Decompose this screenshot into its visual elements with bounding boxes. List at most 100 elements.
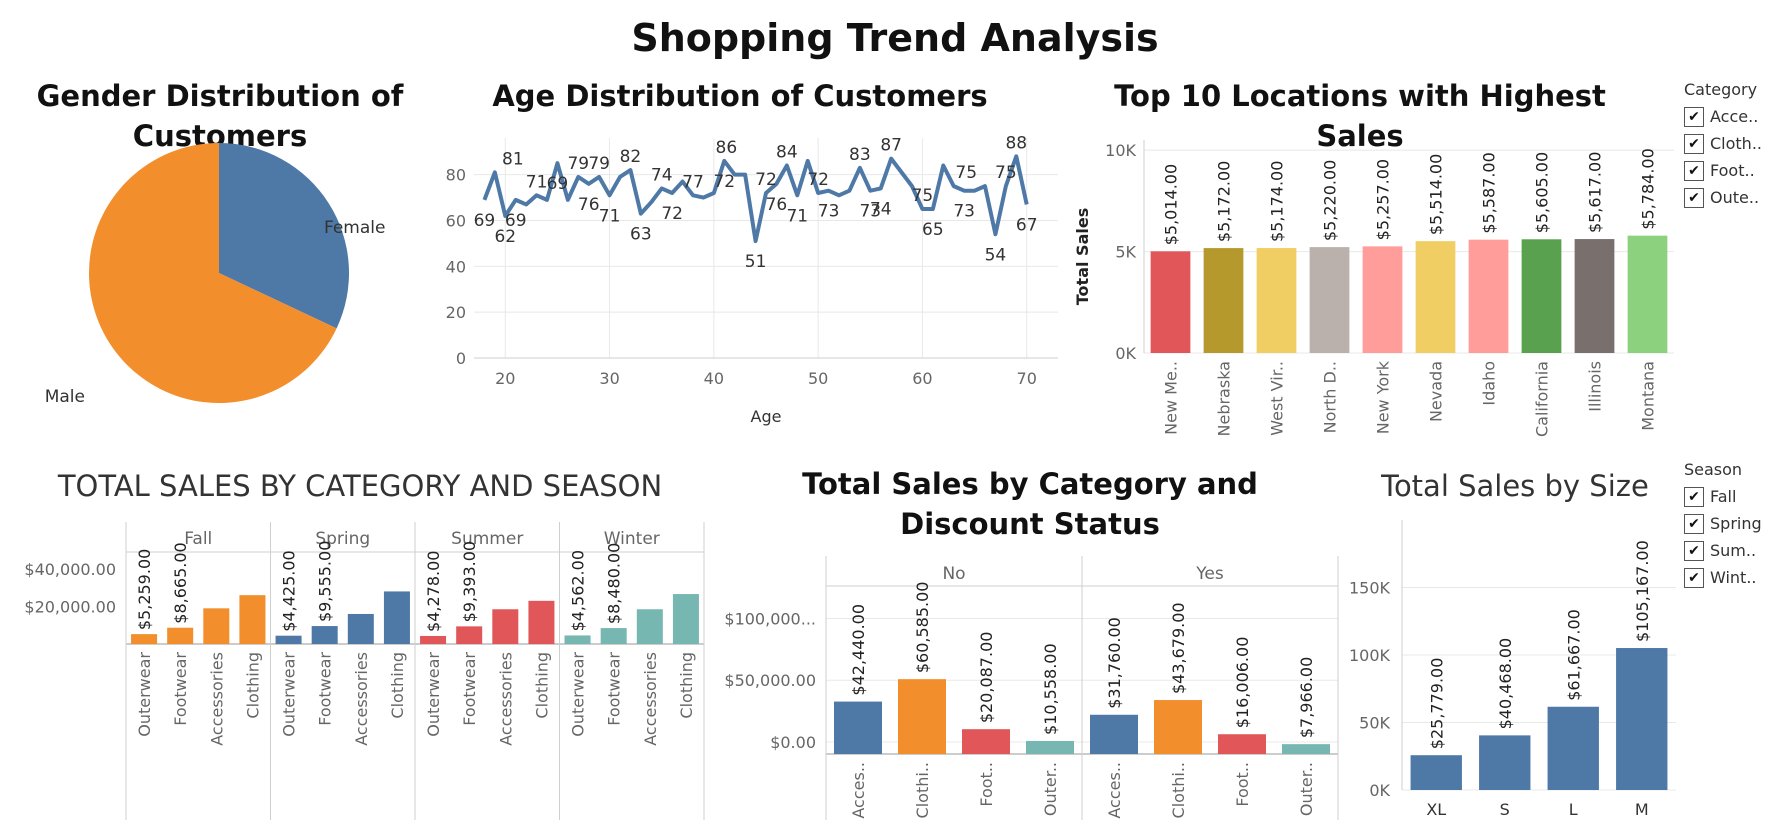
- locations-bar: [1415, 241, 1456, 353]
- discount-panel-header: No: [942, 564, 965, 584]
- age-series-line: [482, 154, 1029, 244]
- age-point-label: 77: [682, 172, 704, 192]
- gender-chart-title: Gender Distribution of Customers: [36, 79, 404, 153]
- age-chart-title: Age Distribution of Customers: [492, 79, 988, 113]
- age-point-label: 54: [985, 245, 1007, 265]
- age-x-tick: 70: [1017, 369, 1037, 388]
- discount-bar-label: $43,679.00: [1169, 602, 1188, 694]
- size-x-tick: M: [1635, 800, 1649, 819]
- legend-item-fall[interactable]: ✔ Fall: [1684, 483, 1762, 510]
- season-bar: [672, 594, 699, 644]
- age-y-tick: 60: [446, 212, 466, 231]
- age-y-tick: 40: [446, 257, 466, 276]
- legend-item-spring[interactable]: ✔ Spring: [1684, 510, 1762, 537]
- locations-bar-label: $5,014.00: [1162, 164, 1181, 245]
- locations-x-tick: California: [1533, 361, 1552, 437]
- discount-bar-label: $60,585.00: [913, 582, 932, 674]
- age-y-tick: 20: [446, 303, 466, 322]
- discount-bar-label: $20,087.00: [977, 632, 996, 724]
- age-point-label: 84: [776, 143, 798, 163]
- season-bar: [383, 591, 410, 644]
- age-point-label: 72: [807, 170, 829, 190]
- legend-item-summer[interactable]: ✔ Sum..: [1684, 537, 1762, 564]
- age-point-label: 71: [526, 172, 548, 192]
- age-point-label: 75: [955, 163, 977, 183]
- discount-y-tick: $50,000.00: [724, 671, 816, 690]
- legend-item-footwear[interactable]: ✔ Foot..: [1684, 157, 1762, 184]
- season-bar: [600, 628, 627, 644]
- discount-bar-label: $31,760.00: [1105, 617, 1124, 709]
- legend-item-clothing[interactable]: ✔ Cloth..: [1684, 130, 1762, 157]
- age-point-label: 72: [755, 170, 777, 190]
- discount-x-tick: Foot..: [977, 762, 996, 807]
- size-x-tick: XL: [1426, 800, 1446, 819]
- locations-bar: [1362, 246, 1403, 353]
- checkbox-icon[interactable]: ✔: [1684, 540, 1704, 561]
- age-point-label: 79: [588, 154, 610, 174]
- season-bar: [492, 609, 519, 644]
- legend-item-accessories[interactable]: ✔ Acce..: [1684, 103, 1762, 130]
- age-point-label: 82: [620, 147, 642, 167]
- season-panel-header: Fall: [184, 529, 212, 549]
- age-point-label: 71: [786, 206, 808, 226]
- pie-slice-male: [88, 143, 337, 403]
- locations-bar: [1468, 239, 1509, 353]
- checkbox-icon[interactable]: ✔: [1684, 567, 1704, 588]
- locations-bar-label: $5,587.00: [1480, 152, 1499, 233]
- size-y-tick: 150K: [1349, 579, 1391, 598]
- season-y-tick: $40,000.00: [24, 560, 116, 579]
- discount-bar: [1218, 734, 1266, 754]
- category-legend: Category ✔ Acce.. ✔ Cloth.. ✔ Foot.. ✔ Oute.…: [1684, 80, 1762, 211]
- season-x-tick: Footwear: [171, 652, 190, 726]
- season-chart-title: TOTAL SALES BY CATEGORY AND SEASON: [57, 469, 663, 503]
- age-point-label: 71: [599, 206, 621, 226]
- age-point-label: 86: [716, 138, 738, 158]
- locations-bar-label: $5,257.00: [1374, 159, 1393, 240]
- category-legend-title: Category: [1684, 80, 1758, 99]
- season-panel-header: Winter: [604, 529, 660, 549]
- season-bar: [420, 635, 447, 644]
- legend-item-winter[interactable]: ✔ Wint..: [1684, 564, 1762, 591]
- locations-bar-label: $5,784.00: [1639, 148, 1658, 229]
- season-bar: [347, 613, 374, 644]
- season-bar: [275, 635, 302, 644]
- checkbox-icon[interactable]: ✔: [1684, 486, 1704, 507]
- age-point-label: 74: [651, 165, 673, 185]
- age-y-tick: 0: [456, 349, 466, 368]
- age-point-label: 65: [922, 220, 944, 240]
- size-x-tick: L: [1569, 800, 1578, 819]
- discount-bar: [1090, 714, 1138, 754]
- discount-bar-label: $7,966.00: [1297, 657, 1316, 738]
- season-legend-title: Season: [1684, 460, 1743, 479]
- checkbox-icon[interactable]: ✔: [1684, 133, 1704, 154]
- locations-y-tick: 0K: [1115, 344, 1136, 363]
- checkbox-icon[interactable]: ✔: [1684, 160, 1704, 181]
- checkbox-icon[interactable]: ✔: [1684, 187, 1704, 208]
- age-point-label: 69: [474, 211, 496, 231]
- season-bar: [167, 627, 194, 644]
- legend-item-outerwear[interactable]: ✔ Oute..: [1684, 184, 1762, 211]
- checkbox-icon[interactable]: ✔: [1684, 106, 1704, 127]
- season-bar: [456, 626, 483, 644]
- age-point-label: 73: [818, 202, 840, 222]
- checkbox-icon[interactable]: ✔: [1684, 513, 1704, 534]
- discount-chart-title: Total Sales by Category and Discount Sta…: [802, 467, 1258, 541]
- age-x-tick: 40: [704, 369, 724, 388]
- season-x-tick: Outerwear: [424, 652, 443, 737]
- locations-bar: [1203, 248, 1244, 353]
- locations-x-tick: Nebraska: [1215, 361, 1234, 436]
- locations-x-tick: North D..: [1321, 361, 1340, 433]
- season-bar: [311, 626, 338, 644]
- discount-x-tick: Clothi..: [913, 762, 932, 818]
- season-bar-label: $4,425.00: [280, 550, 299, 631]
- season-x-tick: Accessories: [496, 652, 515, 746]
- season-x-tick: Clothing: [388, 652, 407, 719]
- age-point-label: 76: [578, 195, 600, 215]
- age-point-label: 51: [745, 252, 767, 272]
- locations-y-axis-title: Total Sales: [1073, 208, 1092, 305]
- size-bar: [1547, 706, 1599, 790]
- discount-panel-header: Yes: [1195, 564, 1224, 584]
- age-point-label: 87: [880, 136, 902, 156]
- locations-chart-title: Top 10 Locations with Highest Sales: [1114, 79, 1606, 153]
- discount-bar: [1282, 744, 1330, 754]
